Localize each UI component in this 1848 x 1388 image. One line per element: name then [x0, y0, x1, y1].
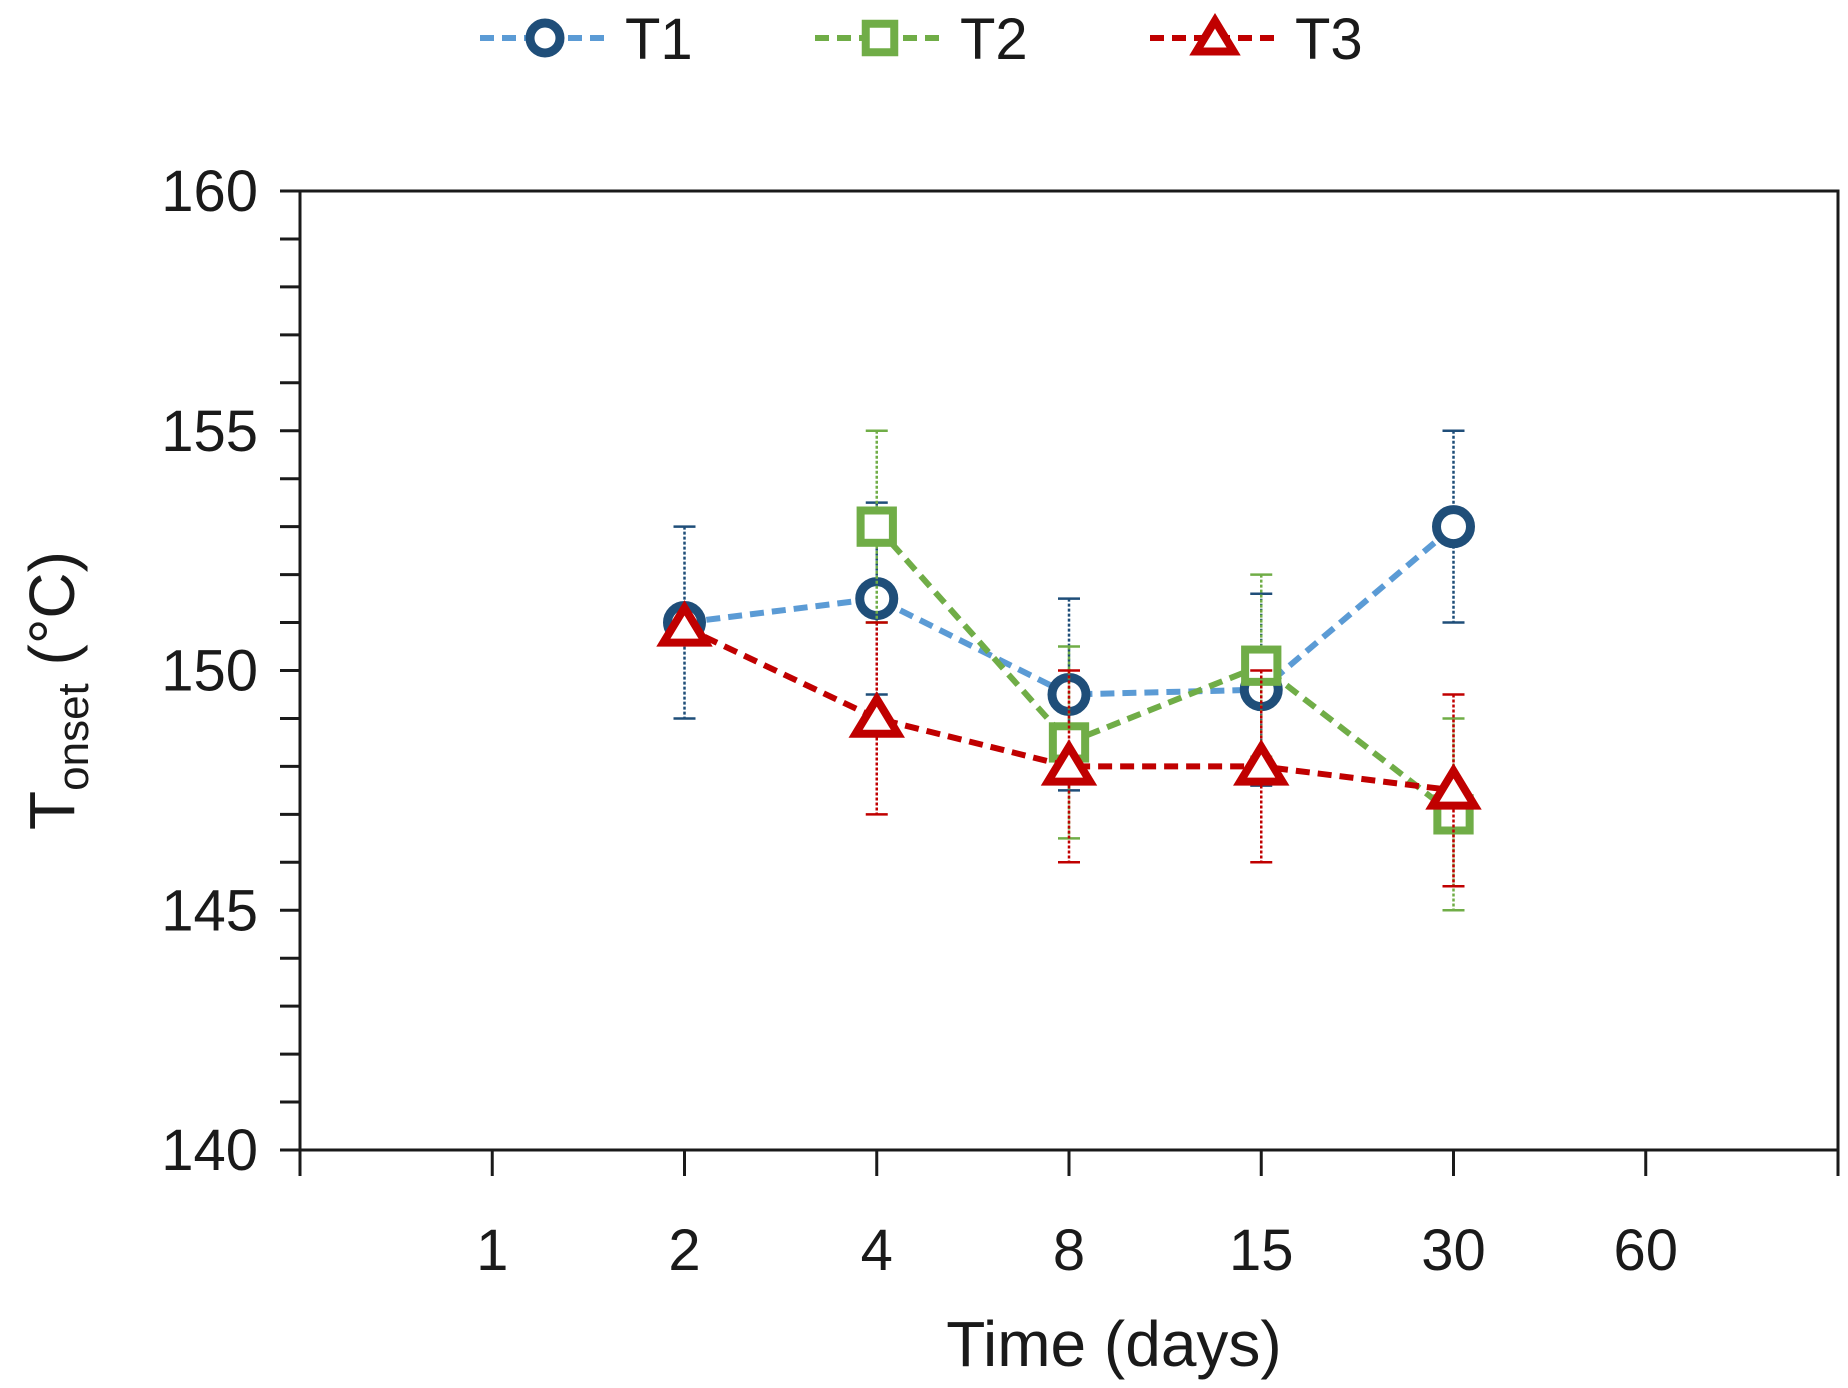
y-axis-title-subscript: onset	[49, 683, 98, 791]
legend: T1 T2 T3	[480, 7, 1363, 72]
legend-item-T3: T3	[1150, 7, 1363, 72]
y-axis-title-unit: (°C)	[16, 551, 88, 683]
y-tick-label: 160	[161, 159, 258, 224]
legend-marker-T2	[861, 19, 899, 57]
y-tick-label: 155	[161, 399, 258, 464]
y-axis-title: Tonset (°C)	[16, 551, 98, 830]
legend-item-T1: T1	[480, 7, 693, 72]
series-T2	[856, 429, 1474, 912]
x-tick-label: 1	[476, 1218, 508, 1283]
data-point-T3	[1040, 739, 1098, 786]
data-point-T2	[856, 506, 897, 547]
y-axis: 140 145 150 155 160	[161, 159, 300, 1183]
y-tick-label: 145	[161, 878, 258, 943]
legend-label-T2: T2	[960, 7, 1028, 72]
y-axis-title-main: T	[16, 791, 88, 830]
data-point-T3	[656, 600, 713, 647]
legend-label-T1: T1	[625, 7, 693, 72]
data-point-T3	[848, 691, 905, 738]
series-line-T2	[874, 524, 1456, 817]
legend-label-T3: T3	[1295, 7, 1363, 72]
data-point-T3	[1425, 763, 1482, 810]
data-point-T3	[1233, 739, 1290, 786]
legend-item-T2: T2	[815, 7, 1028, 72]
x-axis: 1 2 4 8 15 30 60	[298, 1150, 1840, 1283]
x-axis-title: Time (days)	[946, 1308, 1281, 1380]
series-T3	[656, 600, 1482, 888]
x-tick-label: 8	[1053, 1218, 1085, 1283]
legend-marker-T1	[525, 18, 565, 58]
x-tick-label: 15	[1229, 1218, 1294, 1283]
y-tick-label: 150	[161, 639, 258, 704]
data-point-T1	[1432, 505, 1475, 549]
x-tick-label: 4	[861, 1218, 893, 1283]
legend-marker-T3	[1189, 13, 1241, 56]
x-tick-label: 2	[668, 1218, 700, 1283]
x-tick-label: 30	[1421, 1218, 1486, 1283]
series-line-T3	[683, 624, 1454, 794]
y-tick-label: 140	[161, 1118, 258, 1183]
x-tick-label: 60	[1613, 1218, 1678, 1283]
series-layer	[656, 429, 1482, 912]
